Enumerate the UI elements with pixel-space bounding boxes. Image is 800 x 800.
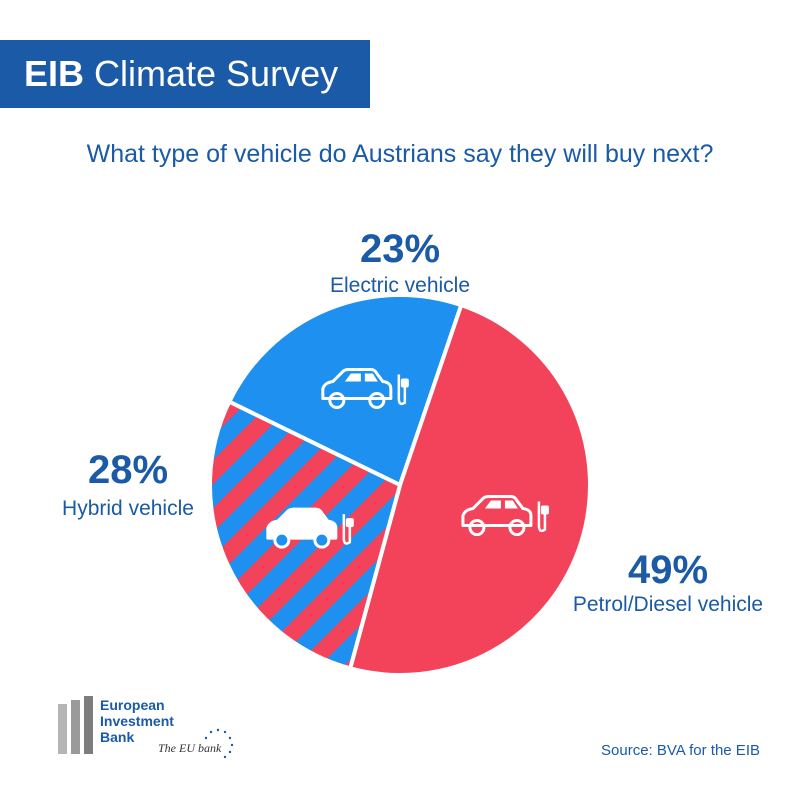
brand-name: EIB: [24, 53, 85, 94]
source-note: Source: BVA for the EIB: [601, 742, 760, 759]
eu-stars-icon: [204, 728, 234, 759]
car-plug-icon: [321, 368, 409, 410]
eib-logo: European Investment Bank The EU bank: [58, 696, 258, 766]
pie-slice-electric-vehicle: [226, 293, 464, 488]
chart-question: What type of vehicle do Austrians say th…: [86, 140, 714, 168]
slice-value-petrol-diesel-vehicle: 49%: [628, 548, 708, 592]
title-banner: EIB Climate Survey: [0, 40, 370, 108]
pie-slice-petrol-diesel-vehicle: [347, 302, 592, 677]
logo-line-3: Bank: [100, 729, 134, 745]
slice-value-electric-vehicle: 23%: [360, 227, 440, 271]
slice-label-hybrid-vehicle: Hybrid vehicle: [62, 497, 194, 520]
logo-tagline: The EU bank: [158, 741, 222, 755]
banner-title: Climate Survey: [94, 53, 339, 94]
slice-label-electric-vehicle: Electric vehicle: [330, 274, 470, 297]
car-fuel-icon: [461, 495, 549, 537]
eib-logo-mark: [58, 696, 93, 754]
logo-line-2: Investment: [100, 713, 174, 729]
car-plug-fuel-icon: [266, 507, 354, 549]
slice-label-petrol-diesel-vehicle: Petrol/Diesel vehicle: [573, 593, 763, 616]
logo-line-1: European: [100, 697, 165, 713]
slice-value-hybrid-vehicle: 28%: [88, 448, 168, 492]
